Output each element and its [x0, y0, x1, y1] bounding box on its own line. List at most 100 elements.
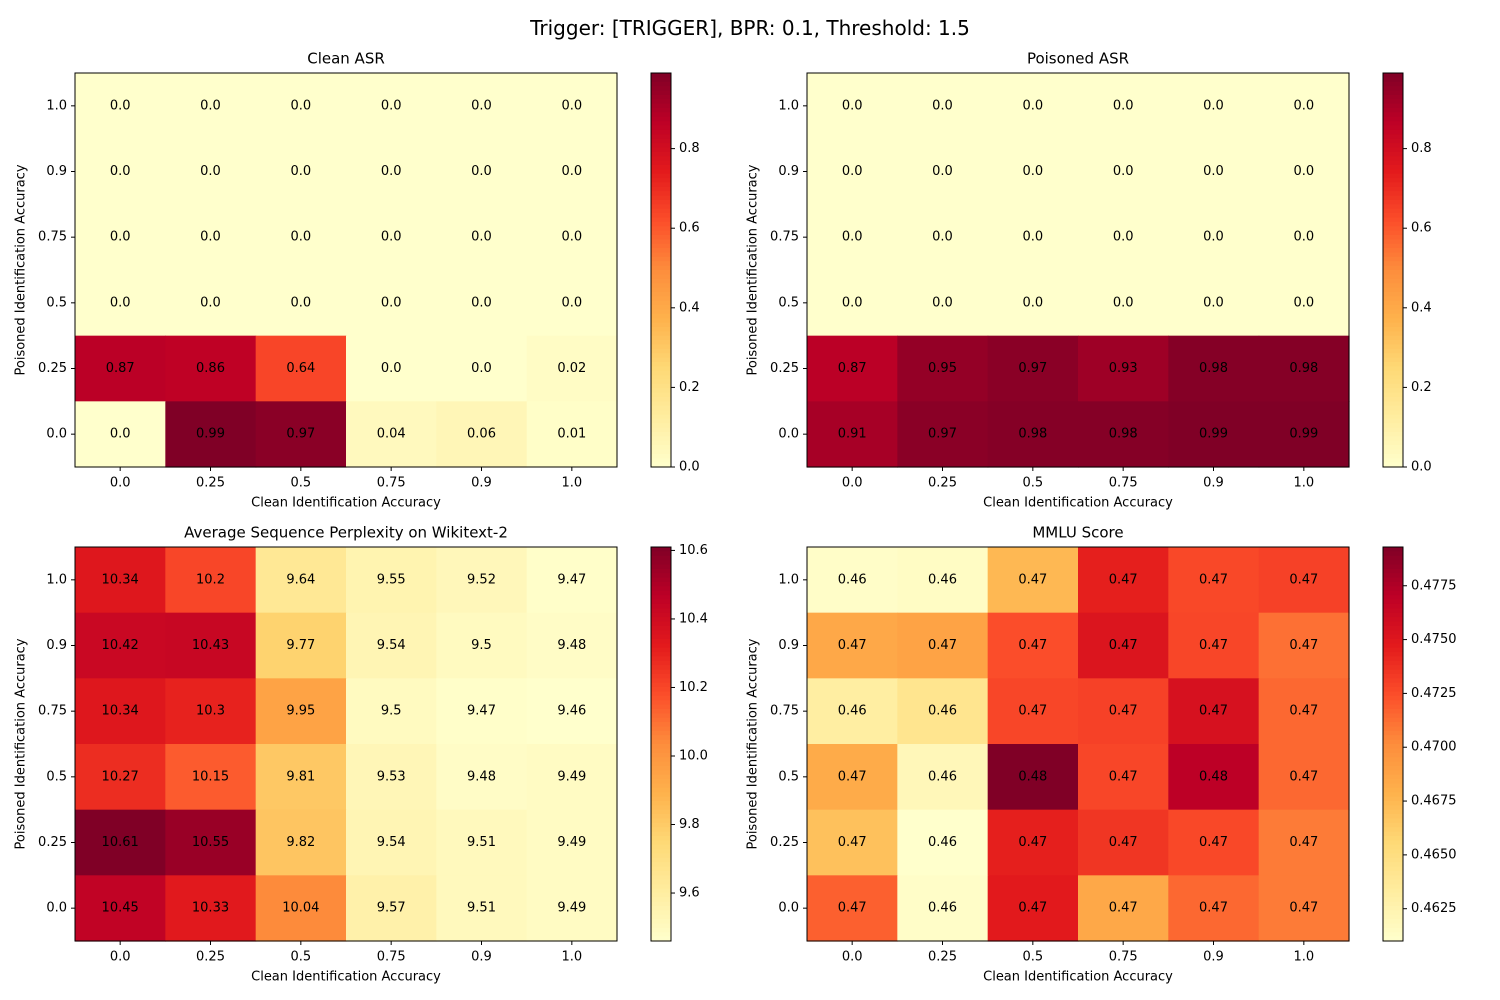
- colorbar-segment: [651, 936, 671, 942]
- y-tick-label: 0.5: [778, 295, 799, 310]
- cell-value-label: 0.0: [110, 230, 131, 245]
- heatmap-cell: [897, 204, 989, 271]
- colorbar-tick-label: 0.6: [679, 221, 700, 236]
- colorbar-segment: [1383, 405, 1403, 411]
- y-tick-label: 0.0: [46, 427, 67, 442]
- colorbar-segment: [1383, 678, 1403, 684]
- cell-value-label: 9.57: [377, 901, 406, 916]
- colorbar-segment: [1383, 344, 1403, 350]
- colorbar-segment: [1383, 586, 1403, 592]
- colorbar-segment: [1383, 599, 1403, 605]
- y-tick-label: 1.0: [778, 572, 799, 587]
- colorbar-segment: [1383, 129, 1403, 135]
- y-tick-label: 0.25: [38, 835, 67, 850]
- colorbar-segment: [651, 927, 671, 933]
- heatmap-cell: [436, 204, 528, 271]
- colorbar-segment: [1383, 449, 1403, 455]
- heatmap-cell: [1168, 138, 1260, 205]
- colorbar-segment: [651, 586, 671, 592]
- colorbar-segment: [651, 577, 671, 583]
- colorbar-segment: [651, 643, 671, 649]
- cell-value-label: 9.47: [467, 704, 496, 719]
- cell-value-label: 0.87: [106, 361, 135, 376]
- colorbar-segment: [1383, 423, 1403, 429]
- colorbar-segment: [651, 436, 671, 442]
- colorbar-segment: [1383, 625, 1403, 631]
- heatmap-cell: [807, 204, 898, 271]
- heatmap-cell: [346, 335, 437, 402]
- heatmap-cell: [526, 547, 618, 614]
- colorbar-segment: [1383, 862, 1403, 868]
- colorbar-segment: [651, 291, 671, 297]
- colorbar-segment: [651, 853, 671, 859]
- colorbar-segment: [1383, 331, 1403, 337]
- cell-value-label: 0.0: [381, 230, 402, 245]
- colorbar-segment: [1383, 617, 1403, 623]
- colorbar-segment: [651, 914, 671, 920]
- colorbar-segment: [1383, 814, 1403, 820]
- colorbar-segment: [1383, 143, 1403, 149]
- colorbar-segment: [651, 704, 671, 710]
- colorbar-segment: [1383, 418, 1403, 424]
- colorbar-segment: [1383, 401, 1403, 407]
- colorbar-segment: [1383, 919, 1403, 925]
- colorbar-segment: [1383, 357, 1403, 363]
- cell-value-label: 0.0: [200, 295, 221, 310]
- cell-value-label: 0.0: [471, 98, 492, 113]
- cell-value-label: 0.0: [200, 230, 221, 245]
- colorbar-segment: [1383, 590, 1403, 596]
- heatmap-cell: [75, 335, 166, 402]
- heatmap-cell: [1078, 73, 1169, 140]
- cell-value-label: 0.91: [838, 427, 867, 442]
- cell-value-label: 0.0: [842, 230, 863, 245]
- colorbar-segment: [1383, 857, 1403, 863]
- cell-value-label: 0.47: [1199, 704, 1228, 719]
- y-tick-label: 1.0: [778, 98, 799, 113]
- x-tick-label: 0.9: [1203, 476, 1224, 491]
- colorbar-segment: [1383, 77, 1403, 83]
- colorbar-segment: [1383, 147, 1403, 153]
- colorbar-segment: [651, 191, 671, 197]
- colorbar-segment: [651, 449, 671, 455]
- colorbar-segment: [1383, 348, 1403, 354]
- colorbar-segment: [651, 687, 671, 693]
- heatmap-cell: [1258, 138, 1350, 205]
- cell-value-label: 0.0: [842, 295, 863, 310]
- x-tick-label: 0.25: [928, 950, 957, 965]
- y-axis-label: Poisoned Identification Accuracy: [746, 638, 761, 849]
- colorbar-segment: [1383, 278, 1403, 284]
- colorbar-segment: [651, 300, 671, 306]
- cell-value-label: 0.98: [1199, 361, 1228, 376]
- colorbar-tick-label: 9.8: [679, 817, 700, 832]
- cell-value-label: 9.49: [557, 901, 586, 916]
- heatmap-cell: [1168, 204, 1260, 271]
- colorbar-segment: [1383, 914, 1403, 920]
- heatmap-cell: [897, 809, 989, 876]
- cell-value-label: 0.0: [290, 230, 311, 245]
- colorbar-segment: [1383, 388, 1403, 394]
- colorbar-segment: [651, 164, 671, 170]
- colorbar-segment: [651, 313, 671, 319]
- cell-value-label: 0.0: [110, 98, 131, 113]
- colorbar-segment: [651, 195, 671, 201]
- colorbar-tick-label: 0.4725: [1411, 686, 1457, 701]
- colorbar-segment: [1383, 910, 1403, 916]
- colorbar-segment: [651, 353, 671, 359]
- cell-value-label: 0.0: [932, 230, 953, 245]
- heatmap-cell: [1168, 678, 1260, 745]
- heatmap-cell: [987, 612, 1079, 679]
- colorbar-segment: [1383, 831, 1403, 837]
- colorbar-segment: [1383, 335, 1403, 341]
- colorbar-segment: [651, 208, 671, 214]
- heatmap-cell: [807, 547, 898, 614]
- colorbar-segment: [651, 186, 671, 192]
- colorbar-segment: [651, 551, 671, 557]
- colorbar-segment: [651, 787, 671, 793]
- colorbar-segment: [651, 665, 671, 671]
- colorbar-segment: [1383, 191, 1403, 197]
- colorbar-tick-label: 0.4625: [1411, 901, 1457, 916]
- colorbar-segment: [1383, 669, 1403, 675]
- colorbar-segment: [651, 379, 671, 385]
- y-tick-label: 1.0: [46, 572, 67, 587]
- cell-value-label: 0.47: [1199, 572, 1228, 587]
